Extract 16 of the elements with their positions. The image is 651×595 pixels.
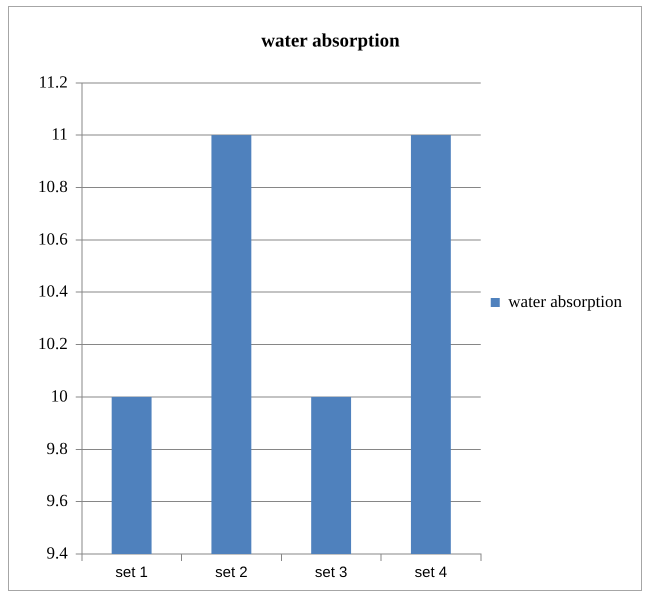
- y-tick-label: 9.8: [46, 438, 68, 458]
- x-tick-label: set 2: [215, 564, 248, 582]
- chart-title: water absorption: [261, 30, 400, 52]
- y-tick-label: 9.4: [46, 543, 68, 562]
- y-tick-label: 10.6: [38, 229, 68, 248]
- y-tick-label: 10.4: [38, 282, 68, 301]
- y-tick-label: 11: [51, 124, 68, 144]
- y-tick-label: 10.2: [38, 334, 68, 354]
- x-tick-label: set 3: [314, 564, 348, 582]
- y-tick-label: 11.2: [38, 72, 68, 92]
- y-tick-label: 9.6: [46, 491, 68, 510]
- x-tick-label: set 1: [115, 564, 148, 582]
- x-tick-label: set 4: [414, 564, 448, 582]
- y-tick-label: 10: [50, 386, 68, 406]
- y-tick-label: 10.8: [38, 176, 68, 196]
- legend-label: water absorption: [508, 292, 623, 311]
